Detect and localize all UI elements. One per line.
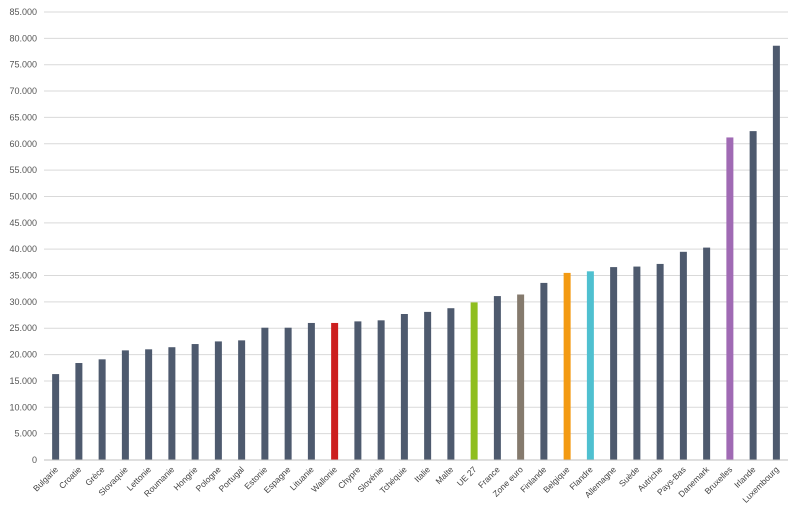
bar-pays-bas (679, 251, 687, 460)
bar-slovaquie (121, 350, 129, 460)
bar-pologne (214, 341, 222, 460)
y-axis-ticks: 0 5.000 10.000 15.000 20.000 25.000 30.000 35.0… (9, 7, 37, 465)
bar-autriche (656, 263, 664, 460)
bar-france (493, 296, 501, 460)
bar-danemark (703, 247, 711, 460)
bar-bruxelles (726, 137, 734, 460)
y-tick-label: 70.000 (9, 86, 37, 96)
bar-belgique (563, 272, 571, 460)
x-tick-label: Bulgarie (31, 464, 60, 493)
bar-irlande (749, 131, 757, 460)
x-tick-label: Italie (412, 464, 432, 484)
bar-tchéquie (400, 314, 408, 460)
bar-zone-euro (517, 294, 525, 460)
bar-suède (633, 266, 641, 460)
y-tick-label: 10.000 (9, 402, 37, 412)
bar-grèce (98, 359, 106, 460)
bar-flandre (586, 271, 594, 460)
y-tick-label: 40.000 (9, 244, 37, 254)
bar-allemagne (610, 267, 618, 460)
y-tick-label: 30.000 (9, 297, 37, 307)
bar-wallonie (331, 322, 339, 460)
bar-finlande (540, 282, 548, 460)
x-tick-label: Wallonie (309, 464, 339, 494)
y-tick-label: 20.000 (9, 350, 37, 360)
bar-chypre (354, 321, 362, 460)
y-tick-label: 5.000 (14, 429, 37, 439)
y-tick-label: 35.000 (9, 271, 37, 281)
bar-bulgarie (52, 374, 60, 460)
bar-ue-27 (470, 302, 478, 460)
bar-roumanie (168, 347, 176, 460)
x-tick-label: Croatie (57, 464, 84, 491)
y-tick-label: 15.000 (9, 376, 37, 386)
x-tick-label: Belgique (541, 464, 572, 495)
bars (52, 45, 780, 460)
y-tick-label: 65.000 (9, 112, 37, 122)
bar-portugal (238, 340, 246, 460)
x-tick-label: Malte (434, 464, 456, 486)
bar-hongrie (191, 344, 199, 460)
y-tick-label: 0 (32, 455, 37, 465)
y-tick-label: 50.000 (9, 191, 37, 201)
y-tick-label: 55.000 (9, 165, 37, 175)
y-tick-label: 75.000 (9, 60, 37, 70)
y-tick-label: 45.000 (9, 218, 37, 228)
bar-croatie (75, 363, 83, 460)
x-tick-label: UE 27 (455, 464, 479, 488)
bar-lettonie (145, 349, 153, 460)
x-tick-label: Portugal (217, 464, 247, 494)
bar-italie (424, 311, 432, 460)
bar-lituanie (307, 322, 315, 460)
bar-malte (447, 308, 455, 460)
bar-luxembourg (772, 45, 780, 460)
bar-espagne (284, 327, 292, 460)
y-tick-label: 25.000 (9, 323, 37, 333)
y-tick-label: 85.000 (9, 7, 37, 17)
bar-slovénie (377, 320, 385, 460)
bar-estonie (261, 327, 269, 460)
gridlines (44, 11, 788, 435)
y-tick-label: 60.000 (9, 139, 37, 149)
y-tick-label: 80.000 (9, 33, 37, 43)
